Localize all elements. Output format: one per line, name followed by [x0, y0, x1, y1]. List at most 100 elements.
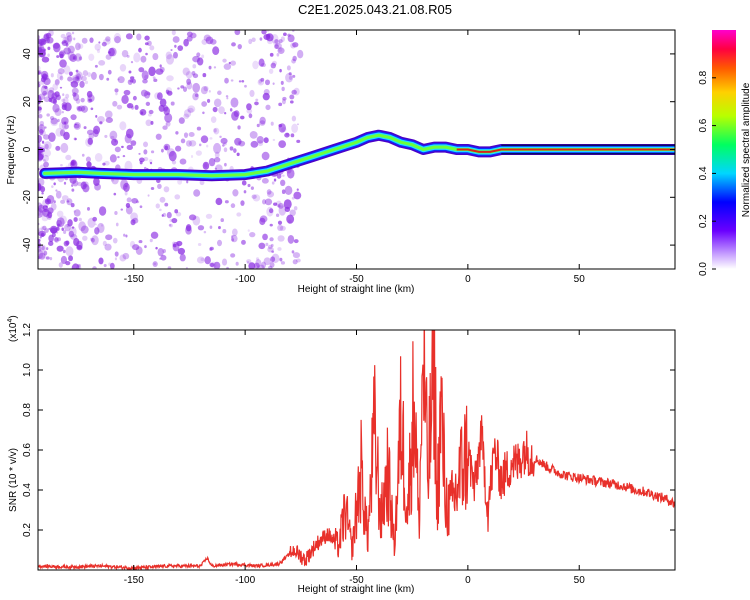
spectrogram-speckle	[81, 37, 88, 44]
spectrogram-speckle	[75, 42, 81, 51]
spectrogram-speckle	[263, 257, 271, 266]
spectrogram-speckle	[269, 261, 275, 268]
snr-y-tick-label: 0.4	[22, 483, 33, 497]
spectrogram-speckle	[200, 257, 205, 261]
spectrogram-speckle	[73, 121, 81, 130]
spectrogram-speckle	[61, 98, 66, 103]
spectrogram-speckle	[261, 261, 267, 269]
spectrogram-speckle	[217, 239, 223, 247]
spectrogram-speckle	[111, 138, 119, 146]
spectrogram-speckle	[65, 93, 70, 99]
spectrogram-speckle	[106, 77, 110, 81]
spectrogram-speckle	[259, 215, 268, 223]
spectrogram-speckle	[155, 68, 164, 75]
spectrogram-speckle	[61, 41, 65, 44]
spectrogram-speckle	[292, 55, 297, 62]
spectrogram-speckle	[213, 261, 221, 269]
spectrogram-speckle	[187, 107, 194, 113]
spectrogram-speckle	[114, 36, 121, 44]
spectrogram-speckle	[52, 83, 58, 91]
spectrogram-speckle	[41, 75, 45, 79]
spectrogram-speckle	[273, 178, 277, 182]
spectrogram-speckle	[117, 78, 120, 81]
spectrogram-speckle	[261, 30, 267, 35]
spectrogram-speckle	[208, 65, 212, 70]
spectrogram-speckle	[43, 149, 52, 157]
snr-x-tick-label: 0	[465, 575, 471, 586]
spectrogram-speckle	[163, 106, 170, 116]
spectrogram-speckle	[230, 253, 236, 258]
spectrogram-speckle	[56, 55, 60, 58]
spectrogram-speckle	[274, 39, 279, 44]
spectrogram-speckle	[288, 72, 292, 76]
snr-x-tick-label: -150	[124, 575, 144, 586]
spectrogram-speckle	[129, 79, 134, 83]
spectrogram-speckle	[52, 99, 57, 105]
spectrogram-speckle	[262, 233, 268, 241]
spectrogram-speckle	[250, 140, 259, 148]
spectrogram-speckle	[206, 144, 209, 148]
spectrogram-speckle	[292, 42, 299, 48]
spectrogram-speckle	[273, 202, 278, 206]
spectrogram-speckle	[244, 84, 247, 88]
spectrogram-speckle	[99, 121, 103, 125]
spectrogram-y-tick-label: -40	[22, 237, 33, 252]
spectrogram-speckle	[271, 250, 275, 253]
spectrogram-speckle	[150, 150, 155, 154]
spectrogram-speckle	[223, 142, 227, 146]
spectrogram-speckle	[71, 226, 75, 229]
spectrogram-speckle	[38, 65, 41, 72]
spectrogram-x-tick-label: -100	[235, 274, 255, 285]
spectrogram-speckle	[60, 199, 66, 204]
spectrogram-speckle	[202, 161, 210, 170]
ridge-core	[456, 148, 675, 153]
spectrogram-speckle	[48, 240, 54, 247]
spectrogram-speckle	[281, 98, 286, 105]
spectrogram-speckle	[268, 208, 274, 214]
spectrogram-speckle	[67, 219, 73, 227]
spectrogram-speckle	[183, 38, 189, 47]
spectrogram-speckle	[218, 106, 225, 115]
colorbar-ticks: 0.0 0.2 0.4 0.6 0.8	[698, 70, 716, 276]
spectrogram-speckle	[72, 93, 80, 101]
spectrogram-speckle	[73, 37, 76, 41]
spectrogram-speckle	[38, 153, 44, 161]
spectrogram-speckle	[70, 160, 78, 169]
snr-x-tick-label: -50	[349, 575, 364, 586]
spectrogram-speckle	[47, 46, 51, 51]
spectrogram-speckle	[80, 225, 89, 234]
spectrogram-speckle	[83, 126, 87, 130]
spectrogram-speckle	[213, 157, 221, 163]
spectrogram-speckle	[73, 137, 77, 141]
spectrogram-speckle	[270, 121, 274, 126]
spectrogram-speckle	[274, 44, 279, 49]
spectrogram-speckle	[120, 179, 129, 190]
spectrogram-speckle	[276, 173, 282, 179]
spectrogram-speckle	[60, 163, 63, 167]
colorbar-gradient	[712, 30, 736, 269]
spectrogram-speckle	[148, 159, 153, 164]
spectrogram-speckle	[66, 198, 73, 206]
spectrogram-speckle	[59, 75, 64, 81]
spectrogram-x-axis-label: Height of straight line (km)	[298, 284, 415, 295]
spectrogram-speckle	[98, 73, 104, 81]
spectrogram-speckle	[271, 33, 279, 44]
spectrogram-speckle	[155, 246, 158, 250]
spectrogram-speckle	[277, 47, 285, 55]
spectrogram-speckle	[192, 55, 200, 63]
spectrogram-speckle	[255, 257, 260, 261]
spectrogram-speckle	[172, 241, 180, 252]
spectrogram-speckle	[91, 235, 99, 246]
spectrogram-speckle	[174, 209, 179, 214]
spectrogram-speckle	[126, 54, 130, 58]
spectrogram-speckle	[112, 100, 118, 107]
spectrogram-speckle	[50, 117, 58, 125]
spectrogram-speckle	[288, 219, 292, 224]
spectrogram-speckle	[119, 63, 127, 72]
spectrogram-speckle	[295, 258, 301, 263]
spectrogram-speckle	[122, 252, 130, 260]
spectrogram-speckle	[179, 158, 187, 165]
spectrogram-speckle	[143, 166, 147, 170]
spectrogram-speckle	[277, 235, 285, 242]
spectrogram-x-tick-label: -50	[349, 274, 364, 285]
